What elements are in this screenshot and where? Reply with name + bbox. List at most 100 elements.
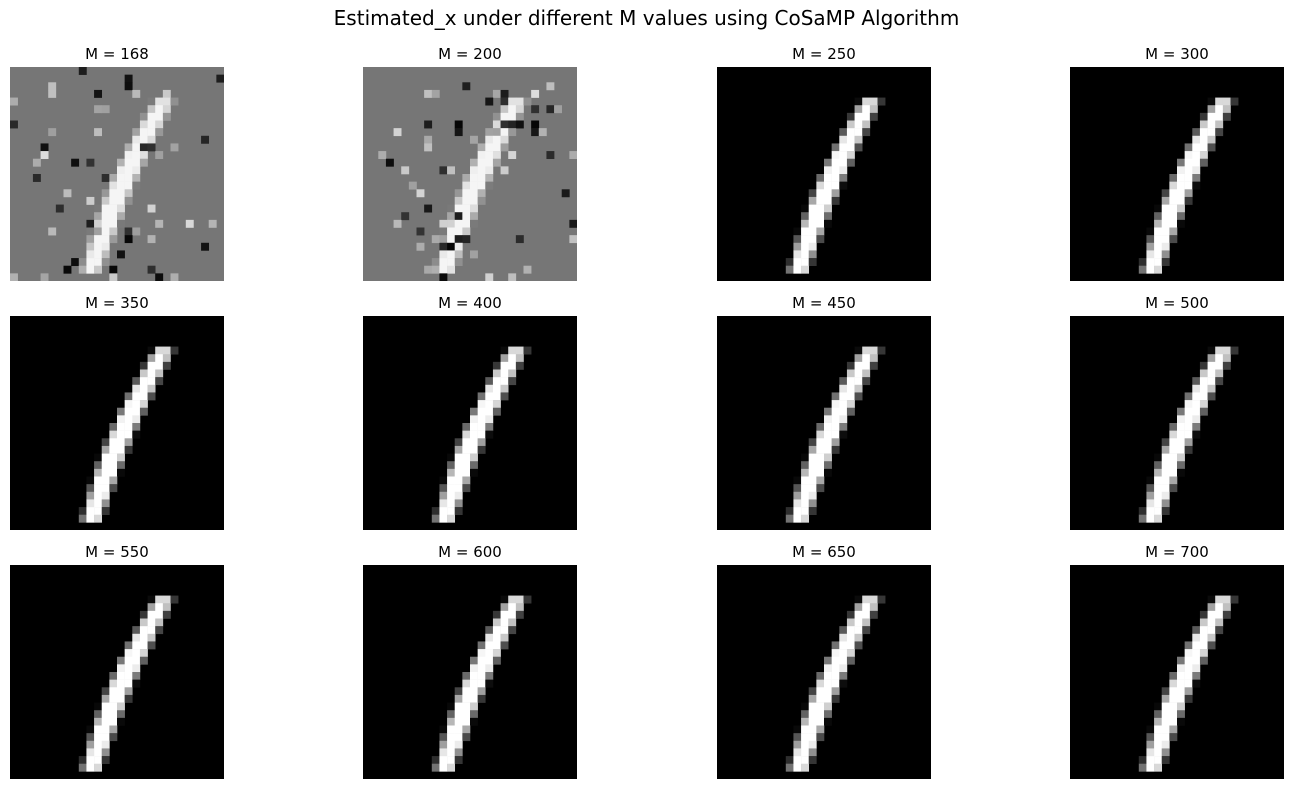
digit-image — [1070, 316, 1284, 530]
heatmap-cell — [862, 97, 871, 106]
heatmap-cell — [1184, 445, 1193, 454]
heatmap-cell — [500, 135, 509, 144]
heatmap-cell — [1169, 461, 1178, 470]
heatmap-cell — [824, 694, 832, 703]
heatmap-cell — [32, 174, 41, 182]
heatmap-cell — [447, 219, 456, 228]
heatmap-cell — [454, 484, 463, 493]
heatmap-cell — [101, 453, 110, 462]
heatmap-cell — [117, 445, 125, 454]
heatmap-cell — [94, 702, 103, 711]
heatmap-cell — [439, 507, 448, 516]
heatmap-cell — [485, 672, 494, 680]
heatmap-cell — [101, 196, 110, 205]
heatmap-cell — [117, 196, 125, 205]
heatmap-cell — [1161, 250, 1170, 259]
heatmap-cell — [1154, 763, 1163, 772]
heatmap-cell — [109, 484, 118, 493]
heatmap-cell — [470, 158, 478, 167]
heatmap-cell — [147, 603, 156, 612]
heatmap-cell — [1184, 392, 1193, 401]
heatmap-cell — [1154, 461, 1163, 470]
heatmap-cell — [109, 204, 118, 213]
heatmap-cell — [1184, 400, 1193, 409]
heatmap-cell — [86, 227, 95, 236]
heatmap-cell — [86, 235, 95, 244]
heatmap-cell — [86, 499, 95, 508]
heatmap-cell — [1146, 491, 1155, 500]
heatmap-cell — [94, 212, 103, 221]
heatmap-cell — [1199, 610, 1208, 619]
heatmap-cell — [109, 453, 118, 462]
heatmap-cell — [132, 679, 141, 688]
heatmap-cell — [1154, 733, 1163, 742]
heatmap-cell — [1146, 265, 1155, 274]
heatmap-cell — [831, 189, 840, 198]
heatmap-cell — [793, 733, 802, 742]
heatmap-cell — [447, 507, 456, 516]
heatmap-cell — [109, 725, 118, 734]
heatmap-cell — [462, 235, 471, 244]
heatmap-cell — [117, 430, 125, 439]
heatmap-cell — [470, 461, 478, 470]
heatmap-cell — [508, 595, 517, 604]
heatmap-cell — [470, 687, 478, 696]
heatmap-cell — [831, 694, 840, 703]
heatmap-cell — [1207, 384, 1216, 393]
heatmap-cell — [831, 415, 840, 424]
heatmap-image — [363, 316, 577, 530]
heatmap-cell — [1177, 461, 1185, 470]
heatmap-cell — [862, 128, 871, 137]
heatmap-cell — [1169, 235, 1178, 244]
heatmap-cell — [561, 189, 570, 198]
heatmap-cell — [793, 484, 802, 493]
heatmap-cell — [101, 189, 110, 198]
heatmap-cell — [1169, 445, 1178, 454]
heatmap-cell — [839, 415, 848, 424]
heatmap-cell — [1207, 377, 1216, 386]
heatmap-cell — [470, 407, 478, 416]
heatmap-cell — [40, 273, 49, 281]
heatmap-cell — [139, 143, 148, 152]
digit-image — [10, 67, 224, 281]
heatmap-cell — [462, 174, 471, 182]
figure-title: Estimated_x under different M values usi… — [333, 6, 960, 30]
heatmap-cell — [117, 656, 125, 665]
heatmap-cell — [869, 97, 878, 106]
heatmap-cell — [1161, 484, 1170, 493]
heatmap-cell — [1169, 196, 1178, 205]
heatmap-cell — [147, 641, 156, 650]
heatmap-cell — [94, 204, 103, 213]
heatmap-cell — [86, 763, 95, 772]
heatmap-cell — [78, 763, 87, 772]
heatmap-cell — [846, 392, 855, 401]
heatmap-cell — [94, 733, 103, 742]
heatmap-cell — [1207, 361, 1216, 370]
panel-title: M = 650 — [792, 543, 856, 561]
heatmap-cell — [431, 756, 440, 765]
heatmap-cell — [431, 258, 440, 267]
heatmap-cell — [109, 174, 118, 182]
heatmap-cell — [94, 484, 103, 493]
heatmap-cell — [470, 135, 478, 144]
heatmap-cell — [808, 189, 817, 198]
heatmap-cell — [1169, 468, 1178, 477]
heatmap-cell — [439, 250, 448, 259]
heatmap-cell — [785, 258, 794, 267]
heatmap-cell — [485, 415, 494, 424]
heatmap-cell — [500, 112, 509, 121]
heatmap-cell — [831, 445, 840, 454]
heatmap-cell — [801, 265, 810, 274]
heatmap-cell — [454, 189, 463, 198]
heatmap-cell — [1177, 679, 1185, 688]
panel-title: M = 700 — [1145, 543, 1209, 561]
heatmap-cell — [816, 733, 825, 742]
heatmap-cell — [808, 235, 817, 244]
heatmap-cell — [454, 499, 463, 508]
heatmap-cell — [155, 603, 164, 612]
heatmap-cell — [492, 89, 501, 98]
heatmap-cell — [462, 702, 471, 711]
heatmap-cell — [808, 445, 817, 454]
heatmap-cell — [477, 181, 486, 190]
